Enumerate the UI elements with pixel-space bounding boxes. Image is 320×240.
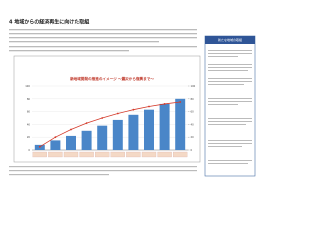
line (39, 101, 181, 148)
y-tick-label: 20 (27, 135, 31, 139)
heading: 4 地域からの経済再生に向けた取組 (9, 19, 89, 26)
bar (128, 114, 139, 150)
y2-tick-label: 80 (191, 97, 195, 101)
chart-frame (13, 55, 201, 163)
line-point (38, 145, 41, 148)
y2-tick-label: 0 (191, 148, 193, 152)
category-box (32, 151, 47, 158)
y2-tick-label: 60 (191, 110, 195, 114)
bar (50, 140, 61, 150)
y2-tick-label: 100 (191, 84, 196, 88)
y-tick-label: 0 (28, 148, 30, 152)
line-point (116, 112, 119, 115)
y2-tick-label: 40 (191, 122, 195, 126)
y-tick-label: 40 (27, 122, 31, 126)
line-point (163, 103, 166, 105)
bar (159, 103, 170, 150)
category-box (95, 151, 110, 158)
line-point (132, 108, 135, 111)
bar (112, 119, 123, 150)
line-point (54, 136, 57, 139)
chart-title: 新地域開発の推進のイメージ ～震災から復興まで～ (70, 76, 154, 81)
line-point (101, 117, 104, 119)
category-box (141, 151, 157, 158)
sidebar-text (208, 50, 252, 164)
sidebar-title: 新たな地域の取組 (218, 37, 242, 42)
bar (66, 135, 76, 150)
bar (175, 98, 186, 150)
line-point (179, 101, 182, 103)
category-box (110, 151, 125, 158)
page: {"header": {"title": "4 地域からの経済再生に向けた取組"… (9, 18, 256, 177)
line-point (148, 105, 150, 108)
line-point (70, 128, 72, 131)
y-tick-label: 80 (27, 97, 31, 101)
y2-tick-label: 20 (191, 135, 195, 139)
sidebar-header (205, 36, 255, 44)
document: 4 地域からの経済再生に向けた取組 新たな地域の取組 新地域開発の推進のイメージ… (9, 19, 256, 177)
y-tick-label: 100 (25, 84, 30, 88)
y-tick-label: 60 (27, 110, 31, 114)
category-box (48, 151, 63, 158)
bar (81, 130, 92, 150)
category-box (63, 151, 79, 158)
category-box (79, 151, 94, 158)
bar (97, 125, 108, 150)
category-box (173, 151, 188, 158)
category-box (157, 151, 172, 158)
sidebar (204, 35, 256, 177)
line-point (85, 122, 88, 125)
bar (144, 109, 154, 150)
body-text (9, 29, 197, 176)
category-box (126, 151, 141, 158)
